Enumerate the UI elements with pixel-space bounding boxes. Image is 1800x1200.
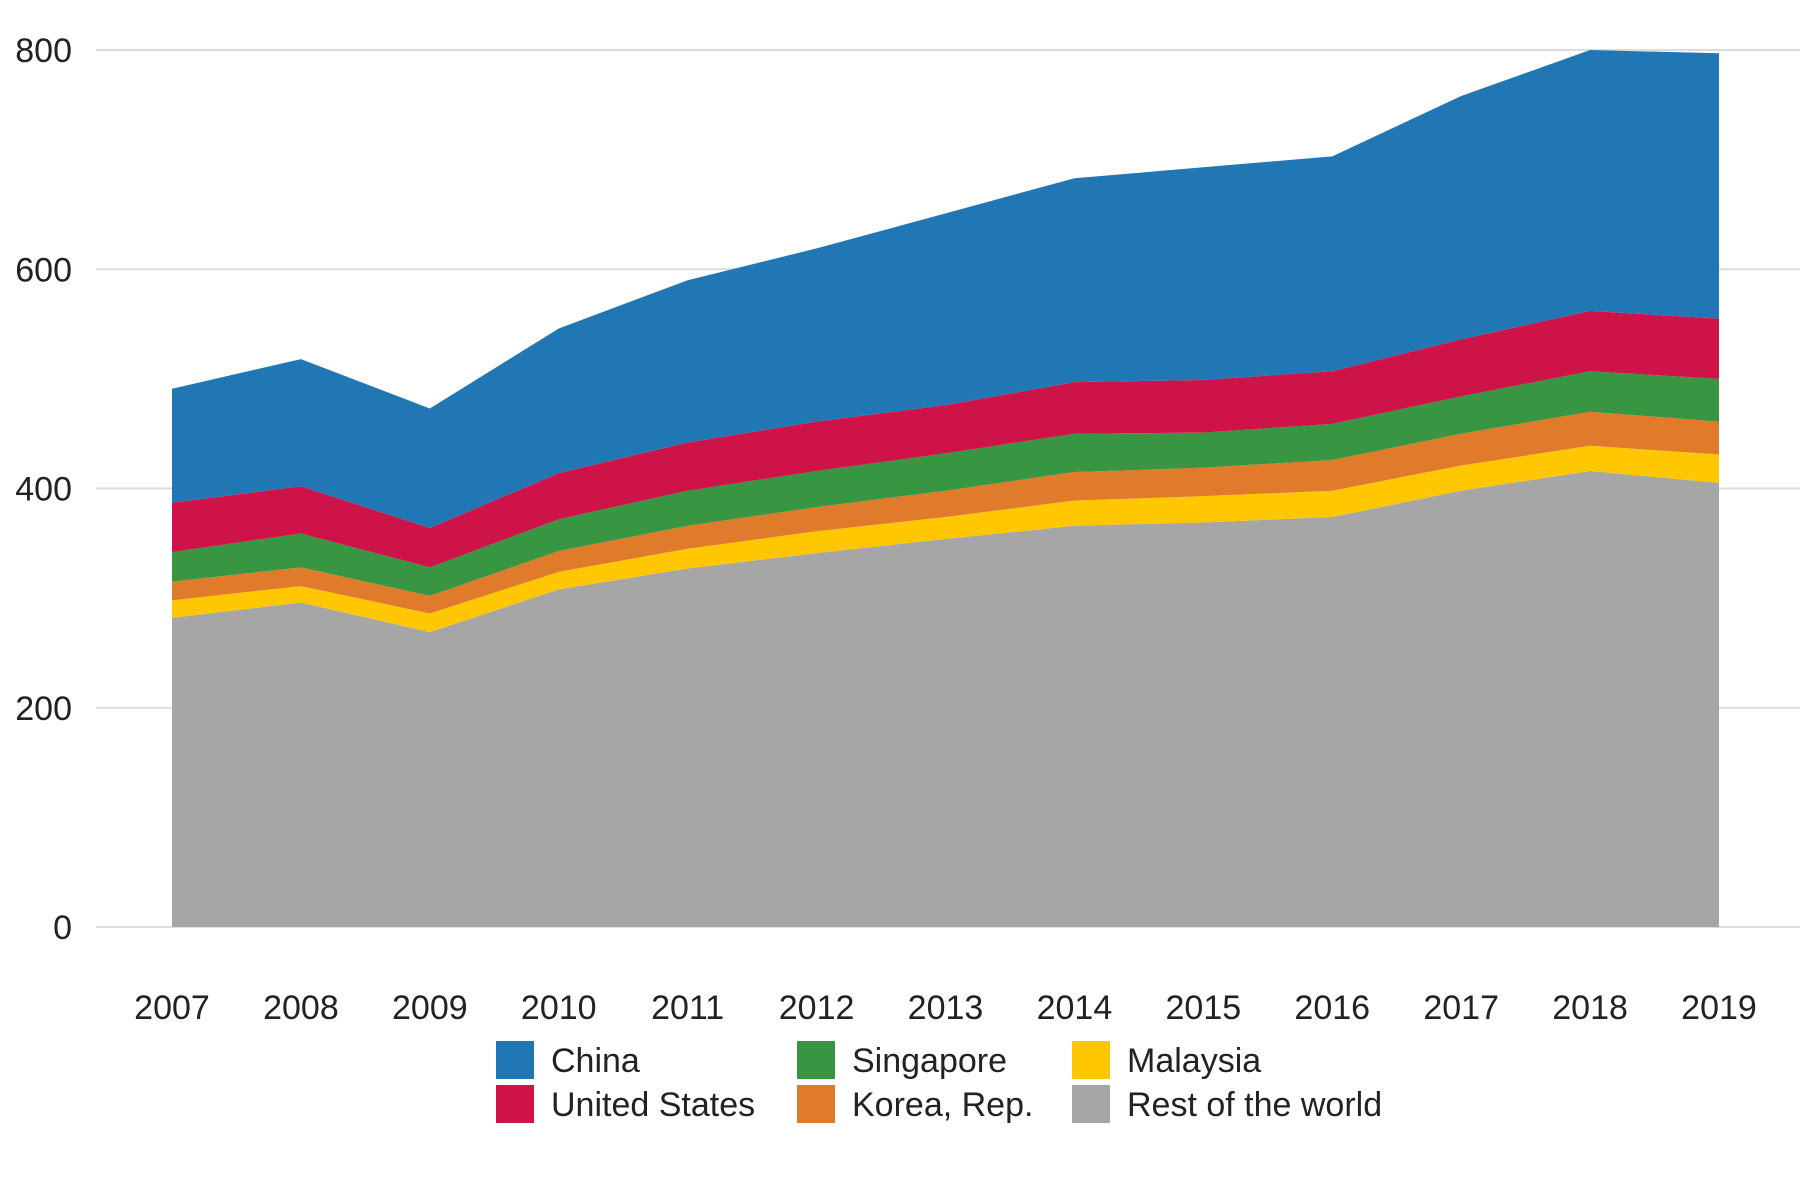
legend-item-rest-of-the-world: Rest of the world (1072, 1085, 1382, 1124)
x-tick-label-2018: 2018 (1552, 989, 1628, 1027)
legend: China United States Singapore Korea, Rep. Ma… (496, 1041, 1382, 1124)
legend-swatch-korea-rep (797, 1085, 835, 1123)
area-malaysia (172, 445, 1719, 633)
x-tick-label-2017: 2017 (1423, 989, 1499, 1027)
y-tick-label-800: 800 (15, 32, 72, 70)
legend-label-singapore: Singapore (852, 1042, 1007, 1080)
x-tick-label-2016: 2016 (1294, 989, 1370, 1027)
legend-label-china: China (551, 1042, 640, 1080)
y-tick-label-200: 200 (15, 690, 72, 728)
area-series (172, 50, 1719, 927)
x-tick-label-2015: 2015 (1166, 989, 1242, 1027)
legend-label-united-states: United States (551, 1086, 755, 1124)
legend-swatch-rest-of-the-world (1072, 1085, 1110, 1123)
legend-item-united-states: United States (496, 1085, 755, 1124)
legend-label-malaysia: Malaysia (1127, 1042, 1261, 1080)
legend-item-korea-rep: Korea, Rep. (797, 1085, 1033, 1124)
legend-swatch-singapore (797, 1041, 835, 1079)
area-korea-rep (172, 411, 1719, 614)
x-tick-label-2011: 2011 (651, 989, 724, 1027)
y-tick-label-0: 0 (53, 909, 72, 947)
area-china (172, 50, 1719, 528)
legend-item-singapore: Singapore (797, 1041, 1007, 1080)
x-tick-label-2009: 2009 (392, 989, 468, 1027)
legend-item-malaysia: Malaysia (1072, 1041, 1261, 1080)
x-tick-label-2019: 2019 (1681, 989, 1757, 1027)
legend-swatch-china (496, 1041, 534, 1079)
legend-swatch-united-states (496, 1085, 534, 1123)
y-tick-label-600: 600 (15, 251, 72, 289)
legend-item-china: China (496, 1041, 640, 1080)
x-tick-label-2008: 2008 (263, 989, 339, 1027)
x-tick-label-2010: 2010 (521, 989, 597, 1027)
area-rest-of-the-world (172, 470, 1719, 927)
x-tick-label-2012: 2012 (779, 989, 855, 1027)
x-tick-label-2014: 2014 (1037, 989, 1113, 1027)
legend-swatch-malaysia (1072, 1041, 1110, 1079)
y-axis-ticks: 0 200 400 600 800 (15, 32, 72, 947)
area-singapore (172, 371, 1719, 596)
legend-label-rest-of-the-world: Rest of the world (1127, 1086, 1382, 1124)
area-united-states (172, 310, 1719, 568)
x-tick-label-2007: 2007 (134, 989, 210, 1027)
legend-label-korea-rep: Korea, Rep. (852, 1086, 1033, 1124)
x-tick-label-2013: 2013 (908, 989, 984, 1027)
y-tick-label-400: 400 (15, 471, 72, 509)
x-axis-ticks: 2007 2008 2009 2010 2011 2012 2013 2014 2015 2016… (134, 989, 1757, 1027)
